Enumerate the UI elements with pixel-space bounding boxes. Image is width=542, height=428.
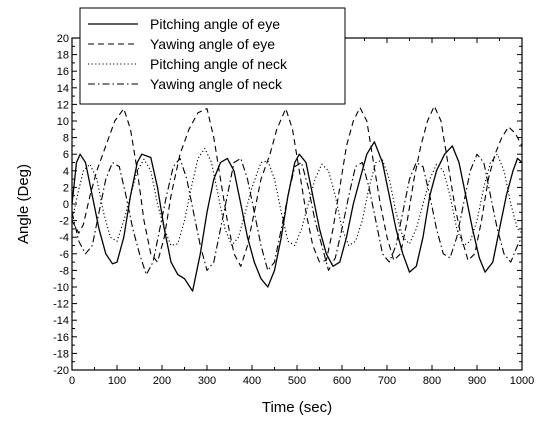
- legend: Pitching angle of eye Yawing angle of eye…: [79, 7, 346, 105]
- x-axis-title: Time (sec): [262, 399, 332, 416]
- y-tick-label: -6: [59, 249, 69, 261]
- y-tick-label: -8: [59, 265, 69, 277]
- x-tick-label: 800: [423, 375, 441, 387]
- series-line-4: [72, 153, 522, 276]
- y-tick-label: -2: [59, 216, 69, 228]
- x-tick-label: 400: [243, 375, 261, 387]
- y-tick-label: 2: [63, 182, 69, 194]
- y-tick-label: 8: [63, 133, 69, 145]
- y-tick-label: 18: [57, 50, 69, 62]
- series-line-1: [72, 141, 522, 292]
- y-tick-label: 14: [57, 83, 69, 95]
- y-tick-label: 16: [57, 66, 69, 78]
- x-tick-label: 1000: [510, 375, 534, 387]
- legend-label-4: Yawing angle of neck: [150, 76, 283, 92]
- y-tick-label: -16: [53, 332, 69, 344]
- y-tick-label: -10: [53, 282, 69, 294]
- x-tick-label: 900: [468, 375, 486, 387]
- y-tick-label: -12: [53, 299, 69, 311]
- y-tick-label: 10: [57, 116, 69, 128]
- y-tick-label: 12: [57, 99, 69, 111]
- legend-label-2: Yawing angle of eye: [150, 36, 275, 52]
- series-line-2: [72, 105, 522, 267]
- x-tick-label: 0: [69, 375, 75, 387]
- legend-label-3: Pitching angle of neck: [150, 56, 288, 72]
- axis-ticks: 0 100 200 300 400 500 600 700 800 900 1000-20-18-1…: [53, 33, 534, 387]
- x-tick-label: 100: [108, 375, 126, 387]
- y-tick-label: -20: [53, 365, 69, 377]
- x-tick-label: 600: [333, 375, 351, 387]
- x-tick-label: 700: [378, 375, 396, 387]
- legend-label-1: Pitching angle of eye: [150, 16, 280, 32]
- y-tick-label: 4: [63, 166, 69, 178]
- x-tick-label: 200: [153, 375, 171, 387]
- y-tick-label: 20: [57, 33, 69, 45]
- x-tick-label: 300: [198, 375, 216, 387]
- y-tick-label: 6: [63, 149, 69, 161]
- y-tick-label: -4: [59, 232, 69, 244]
- series-line-3: [72, 147, 522, 247]
- y-axis-title: Angle (Deg): [15, 164, 32, 244]
- x-tick-label: 500: [288, 375, 306, 387]
- y-tick-label: 0: [63, 199, 69, 211]
- y-tick-label: -18: [53, 348, 69, 360]
- series-layer: [72, 105, 522, 292]
- y-tick-label: -14: [53, 315, 69, 327]
